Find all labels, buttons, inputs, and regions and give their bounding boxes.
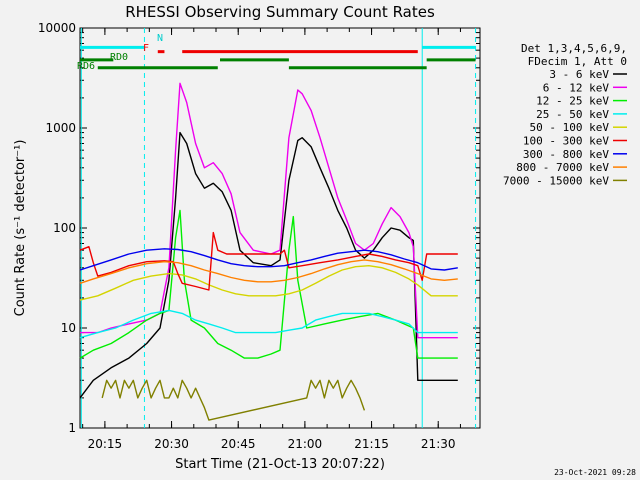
legend-entry-label: 12 - 25 keV — [536, 95, 609, 108]
footer-timestamp: 23-Oct-2021 09:28 — [554, 468, 636, 477]
x-tick-label: 20:45 — [221, 437, 256, 451]
series-line-100-300-kev — [79, 231, 458, 291]
bar-annotation: F — [143, 43, 149, 54]
series-line-800-7000-kev — [79, 259, 458, 284]
x-tick-label: 20:30 — [154, 437, 189, 451]
legend-entry-label: 800 - 7000 keV — [516, 161, 609, 174]
y-tick-label: 10000 — [38, 21, 76, 35]
series-line-12-25-kev — [79, 209, 458, 359]
series-line-25-50-kev — [79, 309, 458, 339]
y-tick-label: 100 — [53, 221, 76, 235]
series-line-6-12-kev — [80, 82, 458, 339]
legend-header: FDecim 1, Att 0 — [528, 55, 627, 68]
x-tick-label: 21:15 — [354, 437, 389, 451]
axes-frame — [79, 27, 481, 429]
y-tick-label: 1 — [68, 421, 76, 435]
chart-title: RHESSI Observing Summary Count Rates — [125, 3, 435, 21]
legend-entry-label: 100 - 300 keV — [523, 135, 609, 148]
y-axis-label: Count Rate (s⁻¹ detector⁻¹) — [13, 140, 28, 317]
x-tick-label: 20:15 — [88, 437, 123, 451]
legend-entry-label: 3 - 6 keV — [549, 68, 609, 81]
series-line-300-800-kev — [79, 248, 458, 271]
bar-annotation: RD0 — [110, 52, 128, 63]
series-line-3-6-kev — [79, 131, 458, 399]
legend-entry-label: 300 - 800 keV — [523, 148, 609, 161]
legend-entry-label: 50 - 100 keV — [530, 121, 610, 134]
x-tick-label: 21:30 — [421, 437, 456, 451]
bar-annotation: RD6 — [77, 61, 95, 72]
series-line-7000-15000-kev — [101, 379, 366, 421]
bar-annotation: N — [157, 33, 163, 44]
legend-entry-label: 25 - 50 keV — [536, 108, 609, 121]
tick-labels: 1 10 100 1000 10000 20:15 20:30 20:45 21:00 21:15… — [38, 21, 456, 451]
series-line-50-100-kev — [79, 265, 458, 301]
legend-entry-label: 6 - 12 keV — [543, 81, 610, 94]
legend-header: Det 1,3,4,5,6,9, — [521, 42, 627, 55]
x-axis-label: Start Time (21-Oct-13 20:07:22) — [175, 457, 385, 472]
y-tick-label: 1000 — [45, 121, 76, 135]
x-tick-label: 21:00 — [288, 437, 323, 451]
legend-entry-label: 7000 - 15000 keV — [503, 174, 609, 187]
y-tick-label: 10 — [61, 321, 76, 335]
series-group: NF RD0 RD6 — [77, 33, 476, 421]
legend: Det 1,3,4,5,6,9,FDecim 1, Att 03 - 6 keV… — [503, 42, 627, 187]
plot-frame — [79, 27, 481, 429]
